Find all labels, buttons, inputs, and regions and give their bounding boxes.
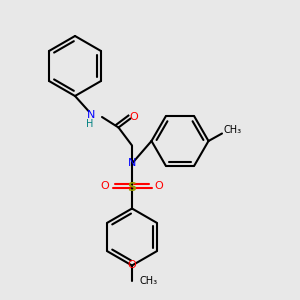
Text: S: S <box>128 181 136 194</box>
Text: CH₃: CH₃ <box>224 125 242 136</box>
Text: O: O <box>154 181 164 191</box>
Text: O: O <box>100 181 109 191</box>
Text: H: H <box>86 119 94 129</box>
Text: CH₃: CH₃ <box>140 275 158 286</box>
Text: O: O <box>128 260 136 271</box>
Text: O: O <box>129 112 138 122</box>
Text: N: N <box>128 158 136 169</box>
Text: N: N <box>87 110 96 121</box>
